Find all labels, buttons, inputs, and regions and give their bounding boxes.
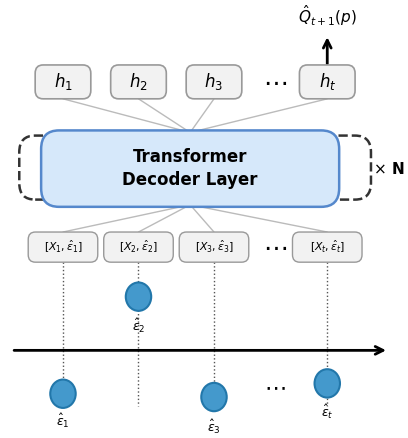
Text: $h_2$: $h_2$ bbox=[129, 71, 148, 92]
Ellipse shape bbox=[201, 383, 227, 411]
Text: $\cdots$: $\cdots$ bbox=[264, 378, 286, 398]
Text: $\hat{\epsilon}_2$: $\hat{\epsilon}_2$ bbox=[132, 317, 145, 335]
FancyBboxPatch shape bbox=[186, 65, 242, 99]
Text: Decoder Layer: Decoder Layer bbox=[122, 171, 258, 189]
FancyBboxPatch shape bbox=[179, 232, 249, 262]
Text: $[X_2,\hat{\epsilon}_2]$: $[X_2,\hat{\epsilon}_2]$ bbox=[119, 239, 158, 255]
Text: $h_1$: $h_1$ bbox=[53, 71, 73, 92]
Text: $\times$ N: $\times$ N bbox=[373, 161, 405, 177]
FancyBboxPatch shape bbox=[41, 131, 339, 207]
Text: $\hat{\epsilon}_1$: $\hat{\epsilon}_1$ bbox=[56, 411, 70, 430]
FancyBboxPatch shape bbox=[35, 65, 91, 99]
Text: $[X_t,\hat{\epsilon}_t]$: $[X_t,\hat{\epsilon}_t]$ bbox=[310, 239, 345, 255]
Ellipse shape bbox=[126, 283, 151, 311]
FancyBboxPatch shape bbox=[293, 232, 362, 262]
FancyBboxPatch shape bbox=[28, 232, 98, 262]
Text: $h_t$: $h_t$ bbox=[319, 71, 336, 92]
Text: $\hat{Q}_{t+1}(p)$: $\hat{Q}_{t+1}(p)$ bbox=[298, 3, 357, 28]
Text: $\hat{\epsilon}_t$: $\hat{\epsilon}_t$ bbox=[321, 403, 334, 421]
Text: $\cdots$: $\cdots$ bbox=[263, 235, 287, 259]
Text: $[X_3,\hat{\epsilon}_3]$: $[X_3,\hat{\epsilon}_3]$ bbox=[195, 239, 233, 255]
FancyBboxPatch shape bbox=[104, 232, 173, 262]
Text: $[X_1,\hat{\epsilon}_1]$: $[X_1,\hat{\epsilon}_1]$ bbox=[44, 239, 82, 255]
Text: Transformer: Transformer bbox=[133, 148, 247, 166]
Text: $\cdots$: $\cdots$ bbox=[263, 70, 287, 94]
FancyBboxPatch shape bbox=[111, 65, 166, 99]
Ellipse shape bbox=[315, 369, 340, 398]
Ellipse shape bbox=[50, 380, 76, 408]
Text: $\hat{\epsilon}_3$: $\hat{\epsilon}_3$ bbox=[207, 418, 221, 436]
Text: $h_3$: $h_3$ bbox=[204, 71, 224, 92]
FancyBboxPatch shape bbox=[299, 65, 355, 99]
